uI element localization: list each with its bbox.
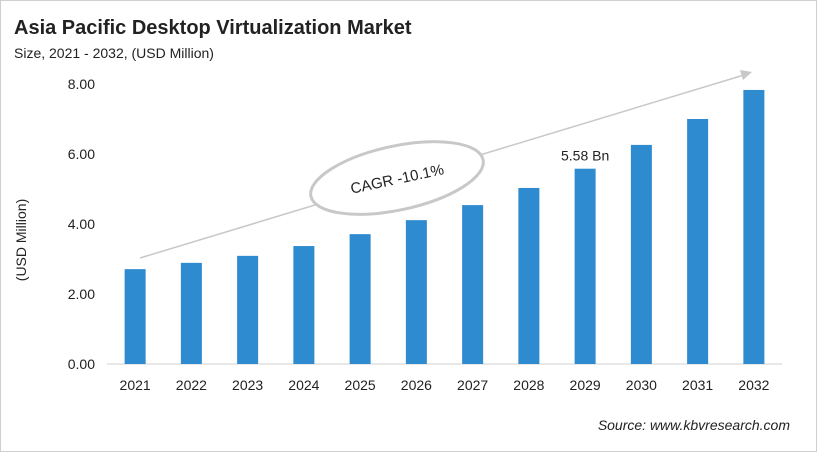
chart-subtitle: Size, 2021 - 2032, (USD Million) [14,45,214,61]
x-tick-label: 2026 [401,377,432,393]
x-tick-label: 2030 [626,377,657,393]
bar [630,144,652,364]
bar [687,119,709,364]
bar [462,205,484,364]
x-tick-label: 2031 [682,377,713,393]
x-tick-label: 2029 [570,377,601,393]
data-label: 5.58 Bn [561,148,609,164]
bar [574,168,596,364]
y-tick-label: 2.00 [68,286,95,302]
x-tick-label: 2022 [176,377,207,393]
arrow-head [740,70,752,80]
bar [743,89,765,364]
bar [180,262,202,364]
bar [518,187,540,364]
source: Source: www.kbvresearch.com [598,417,791,433]
x-tick-label: 2025 [345,377,376,393]
bar [349,234,371,364]
bar [293,246,315,364]
bar [237,255,259,364]
chart-title: Asia Pacific Desktop Virtualization Mark… [14,17,412,39]
x-tick-label: 2021 [120,377,151,393]
bar [124,269,146,364]
x-tick-label: 2024 [288,377,319,393]
y-tick-label: 8.00 [68,76,95,92]
cagr-ellipse [309,140,485,216]
x-tick-label: 2032 [738,377,769,393]
bar [405,220,427,364]
y-tick-label: 4.00 [68,216,95,232]
x-tick-label: 2028 [513,377,544,393]
x-tick-label: 2027 [457,377,488,393]
y-axis-label: (USD Million) [13,199,29,281]
y-tick-label: 6.00 [68,146,95,162]
x-tick-label: 2023 [232,377,263,393]
y-tick-label: 0.00 [68,356,95,372]
